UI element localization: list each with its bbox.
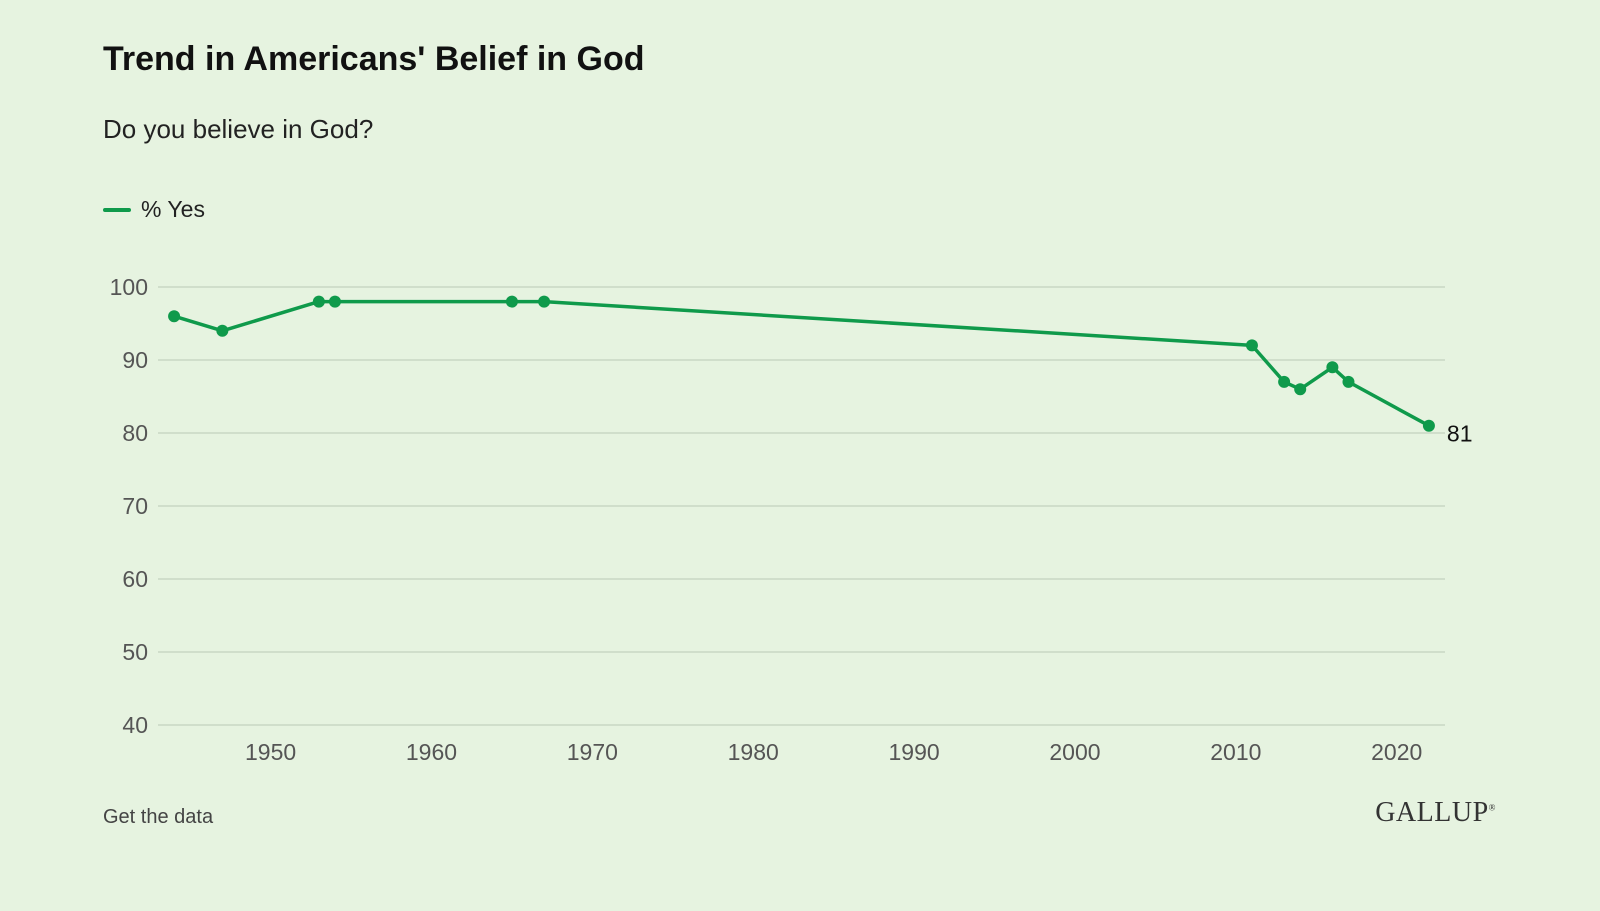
- legend-swatch: [103, 207, 131, 212]
- x-tick-label: 2020: [1371, 739, 1422, 765]
- x-tick-label: 1970: [567, 739, 618, 765]
- series-line: [172, 299, 1431, 428]
- chart-subtitle: Do you believe in God?: [103, 114, 374, 144]
- data-point: [538, 295, 551, 308]
- x-tick-label: 1980: [728, 739, 779, 765]
- data-point: [328, 295, 341, 308]
- data-point: [312, 295, 325, 308]
- data-point: [1245, 339, 1258, 352]
- get-the-data-link[interactable]: Get the data: [103, 806, 214, 828]
- end-value-label: 81: [1447, 421, 1473, 447]
- data-point: [1422, 419, 1435, 432]
- chart-title: Trend in Americans' Belief in God: [103, 40, 645, 78]
- x-tick-label: 1950: [245, 739, 296, 765]
- legend: % Yes: [103, 196, 205, 223]
- data-point: [216, 324, 229, 337]
- x-tick-label: 1990: [889, 739, 940, 765]
- data-point: [505, 295, 518, 308]
- y-tick-label: 100: [110, 274, 148, 300]
- data-point: [1294, 383, 1307, 396]
- y-tick-label: 90: [122, 347, 148, 373]
- legend-label: % Yes: [141, 196, 205, 222]
- gallup-logo: GALLUP®: [1375, 797, 1496, 828]
- y-tick-label: 80: [122, 420, 148, 446]
- y-tick-label: 40: [122, 712, 148, 738]
- y-tick-label: 60: [122, 566, 148, 592]
- data-point: [1342, 375, 1355, 388]
- data-point: [168, 310, 181, 323]
- data-point: [1278, 375, 1291, 388]
- y-tick-label: 50: [122, 639, 148, 665]
- x-tick-label: 1960: [406, 739, 457, 765]
- x-tick-label: 2010: [1210, 739, 1261, 765]
- x-tick-label: 2000: [1049, 739, 1100, 765]
- data-point: [1326, 361, 1339, 374]
- y-tick-label: 70: [122, 493, 148, 519]
